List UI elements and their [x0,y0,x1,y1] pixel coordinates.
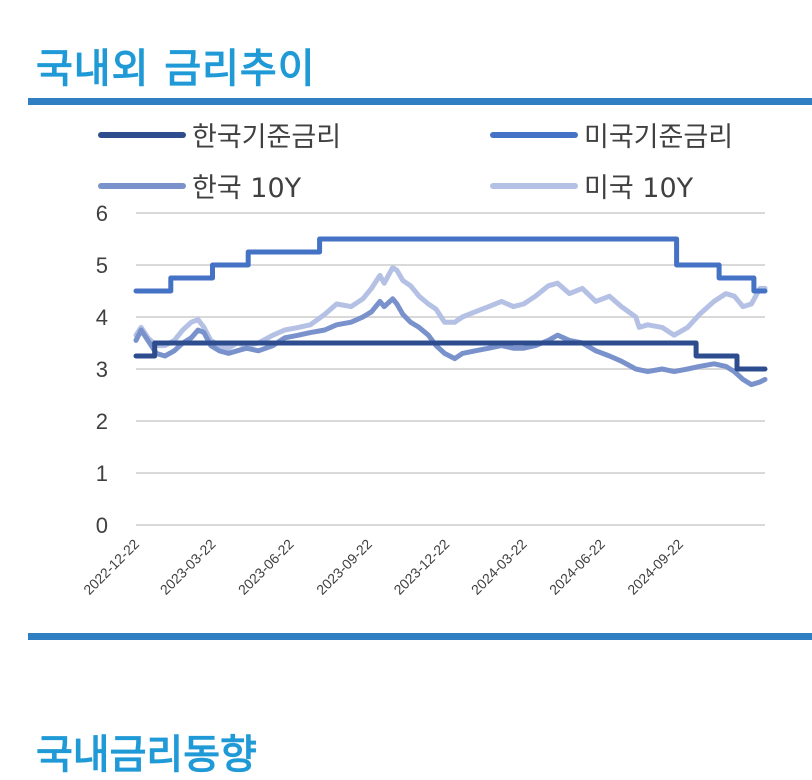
legend-item-us-10y: 미국 10Y [490,166,693,205]
x-tick-label: 2023-06-22 [235,536,297,598]
section-divider [28,633,812,640]
title-underline [28,98,812,105]
x-tick-label: 2024-03-22 [468,536,530,598]
next-section-title: 국내금리동향 [36,732,257,778]
legend-label: 한국 10Y [192,173,302,204]
x-tick-label: 2022-12-22 [80,536,142,598]
series-line-2 [133,296,768,388]
y-axis-ticks: 0 1 2 3 4 5 6 [96,201,108,538]
x-tick-label: 2024-09-22 [624,536,686,598]
legend-swatch-kr-10y [98,182,186,189]
legend-label: 한국기준금리 [192,122,342,153]
legend-item-us-base: 미국기준금리 [490,115,733,154]
x-tick-label: 2024-06-22 [546,536,608,598]
series-line-1 [133,236,768,294]
y-tick-label: 1 [96,461,108,486]
legend-item-kr-base: 한국기준금리 [98,115,341,154]
x-tick-label: 2023-12-22 [390,536,452,598]
y-tick-label: 2 [96,409,108,434]
legend-swatch-us-10y [490,182,578,189]
page-title: 국내외 금리추이 [36,46,316,92]
legend-label: 미국기준금리 [584,122,734,153]
x-axis-ticks: 2022-12-22 2023-03-22 2023-06-22 2023-09-22… [80,536,686,598]
legend-item-kr-10y: 한국 10Y [98,166,301,205]
legend-label: 미국 10Y [584,173,694,204]
y-tick-label: 3 [96,357,108,382]
legend-swatch-kr-base [98,131,186,138]
series-lines [133,236,768,388]
y-tick-label: 4 [96,305,108,330]
y-tick-label: 5 [96,253,108,278]
series-line-3 [133,265,768,351]
x-tick-label: 2023-03-22 [157,536,219,598]
x-tick-label: 2023-09-22 [313,536,375,598]
y-tick-label: 0 [96,513,108,538]
legend-swatch-us-base [490,131,578,138]
y-tick-label: 6 [96,201,108,226]
series-line-0 [133,340,768,372]
